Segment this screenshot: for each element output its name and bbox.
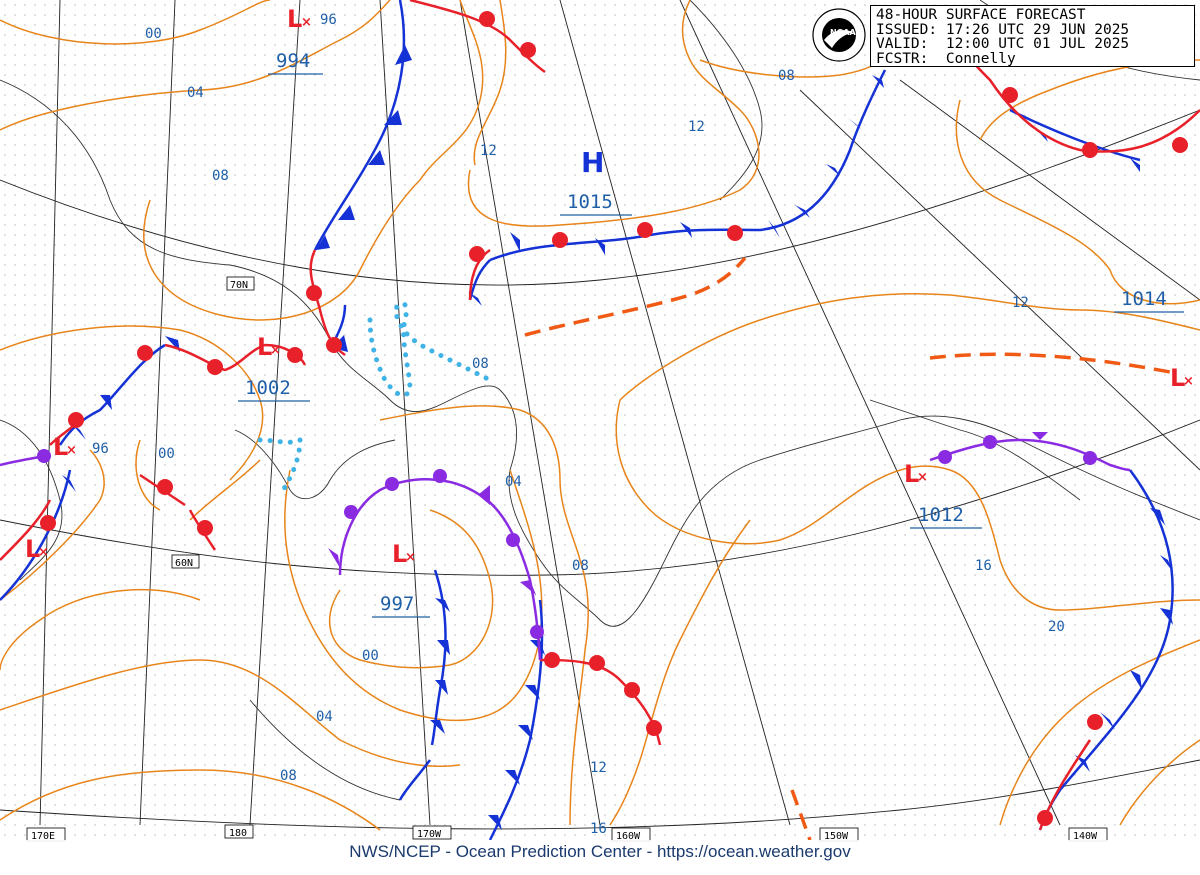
logo-text: NOAA bbox=[830, 28, 856, 37]
low-center-x: × bbox=[270, 343, 281, 358]
isobar-label: 08 bbox=[280, 768, 297, 784]
isobar-label: 20 bbox=[1048, 619, 1065, 635]
pressure-center-l-far-west1: L × bbox=[53, 433, 77, 461]
low-symbol: L bbox=[904, 460, 919, 488]
lat-label-box bbox=[226, 276, 255, 291]
isobar-label: 12 bbox=[1012, 295, 1029, 311]
isobar-labels: 00 04 08 12 12 08 96 00 08 04 08 00 04 0… bbox=[92, 12, 1065, 837]
pressure-value: 1015 bbox=[567, 191, 613, 213]
low-symbol: L bbox=[287, 5, 302, 33]
pressure-center-l-east: L × 1014 bbox=[1114, 288, 1194, 392]
lat-labels: 70N 60N bbox=[171, 276, 255, 569]
forecast-forecaster: FCSTR: Connelly bbox=[876, 50, 1016, 67]
isobar-label: 00 bbox=[158, 446, 175, 462]
pressure-center-l-west: L × 1002 bbox=[238, 333, 310, 402]
pressure-center-l-top: L × 994 bbox=[268, 5, 323, 75]
low-symbol: L bbox=[53, 433, 68, 461]
low-center-x: × bbox=[301, 15, 312, 30]
low-center-x: × bbox=[66, 443, 77, 458]
isobar-label: 12 bbox=[590, 760, 607, 776]
lon-labels: 170E 180 170W 160W 150W 140W bbox=[26, 824, 1108, 842]
lon-label-170w: 170W bbox=[417, 829, 442, 840]
isobar-label: 16 bbox=[590, 821, 607, 837]
pressure-value: 1014 bbox=[1121, 288, 1167, 310]
forecast-info-box: 48-HOUR SURFACE FORECAST ISSUED: 17:26 UT… bbox=[870, 5, 1195, 67]
isobar-label: 12 bbox=[480, 143, 497, 159]
troughs bbox=[524, 256, 1171, 841]
lon-label-box bbox=[224, 824, 254, 839]
graticule bbox=[0, 0, 1200, 830]
isobar-label: 96 bbox=[320, 12, 337, 28]
high-symbol: H bbox=[581, 146, 604, 179]
low-symbol: L bbox=[25, 535, 40, 563]
isobar-label: 96 bbox=[92, 441, 109, 457]
low-center-x: × bbox=[917, 470, 928, 485]
lat-label-60n: 60N bbox=[175, 558, 193, 569]
isobar-label: 08 bbox=[472, 356, 489, 372]
low-symbol: L bbox=[257, 333, 272, 361]
pressure-value: 997 bbox=[380, 593, 414, 615]
grid-dots bbox=[0, 0, 1200, 840]
forecast-issued: ISSUED: 17:26 UTC 29 JUN 2025 bbox=[876, 21, 1130, 38]
lon-label-170e: 170E bbox=[31, 831, 55, 842]
lon-label-160w: 160W bbox=[616, 831, 641, 842]
pressure-value: 994 bbox=[276, 50, 310, 72]
pressure-value: 1012 bbox=[918, 504, 964, 526]
lon-label-box bbox=[412, 825, 452, 840]
low-center-x: × bbox=[38, 545, 49, 560]
isobar-label: 16 bbox=[975, 558, 992, 574]
pressure-center-l-gulf: L × 1012 bbox=[904, 460, 982, 529]
isobars bbox=[0, 0, 1200, 831]
low-center-x: × bbox=[405, 550, 416, 565]
low-symbol: L bbox=[1170, 364, 1185, 392]
low-symbol: L bbox=[392, 540, 407, 568]
pressure-center-l-far-west2: L × bbox=[25, 535, 49, 563]
credit-footer: NWS/NCEP - Ocean Prediction Center - htt… bbox=[0, 840, 1200, 870]
pressure-value: 1002 bbox=[245, 377, 291, 399]
lon-label-180: 180 bbox=[229, 828, 247, 839]
lon-label-140w: 140W bbox=[1073, 831, 1098, 842]
isobar-label: 08 bbox=[778, 68, 795, 84]
isobar-label: 12 bbox=[688, 119, 705, 135]
warm-fronts bbox=[0, 0, 1200, 831]
warm-front-pips bbox=[40, 11, 1188, 826]
pressure-center-l-bering: L × 997 bbox=[372, 540, 430, 618]
low-center-x: × bbox=[1183, 374, 1194, 389]
isobar-label: 08 bbox=[212, 168, 229, 184]
ice-edge bbox=[257, 301, 493, 498]
isobar-label: 04 bbox=[505, 474, 522, 490]
noaa-logo-icon: NOAA bbox=[812, 8, 866, 62]
coastlines bbox=[0, 0, 1200, 801]
forecast-valid: VALID: 12:00 UTC 01 JUL 2025 bbox=[876, 36, 1130, 52]
isobar-label: 00 bbox=[362, 648, 379, 664]
lat-label-box bbox=[171, 554, 200, 569]
pressure-center-h-north: H 1015 bbox=[560, 146, 632, 216]
isobar-label: 08 bbox=[572, 558, 589, 574]
isobar-label: 04 bbox=[316, 709, 333, 725]
forecast-title: 48-HOUR SURFACE FORECAST bbox=[876, 7, 1086, 23]
isobar-label: 04 bbox=[187, 85, 204, 101]
occluded-front-pips bbox=[37, 432, 1097, 639]
isobar-label: 00 bbox=[145, 26, 162, 42]
lon-label-150w: 150W bbox=[824, 831, 849, 842]
logo-gull bbox=[824, 30, 854, 48]
lat-label-70n: 70N bbox=[230, 280, 248, 291]
